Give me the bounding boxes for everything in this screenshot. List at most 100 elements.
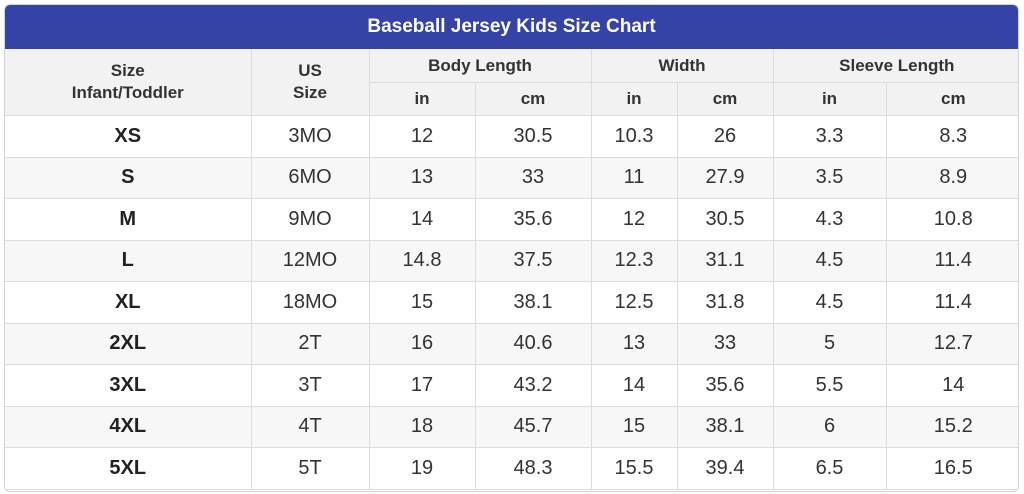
body-length-in-cell: 14.8 xyxy=(369,240,476,282)
width-in-cell: 12 xyxy=(591,198,678,241)
size-table: Size Infant/Toddler US Size Body Length … xyxy=(5,49,1018,490)
body-length-in-cell: 17 xyxy=(369,364,476,407)
width-in-cell: 14 xyxy=(591,364,678,407)
us-size-cell: 5T xyxy=(251,447,370,490)
table-row: L 12MO 14.8 37.5 12.3 31.1 4.5 11.4 xyxy=(5,240,1018,282)
width-in-cell: 10.3 xyxy=(591,115,678,158)
width-cm-cell: 31.8 xyxy=(677,281,774,324)
size-cell: L xyxy=(5,240,252,282)
us-size-cell: 2T xyxy=(251,323,370,365)
sleeve-length-in-cell: 3.5 xyxy=(773,157,887,199)
table-header: Size Infant/Toddler US Size Body Length … xyxy=(5,49,1018,116)
table-row: M 9MO 14 35.6 12 30.5 4.3 10.8 xyxy=(5,198,1018,241)
sleeve-length-in-cell: 4.5 xyxy=(773,240,887,282)
body-length-cm-cell: 35.6 xyxy=(475,198,592,241)
unit-header: in xyxy=(591,82,678,116)
sleeve-length-in-cell: 4.3 xyxy=(773,198,887,241)
table-row: XS 3MO 12 30.5 10.3 26 3.3 8.3 xyxy=(5,115,1018,158)
table-row: 4XL 4T 18 45.7 15 38.1 6 15.2 xyxy=(5,406,1018,448)
body-length-in-cell: 18 xyxy=(369,406,476,448)
width-in-cell: 15.5 xyxy=(591,447,678,490)
sleeve-length-in-cell: 6.5 xyxy=(773,447,887,490)
width-cm-cell: 35.6 xyxy=(677,364,774,407)
width-cm-cell: 38.1 xyxy=(677,406,774,448)
us-size-cell: 3T xyxy=(251,364,370,407)
size-cell: S xyxy=(5,157,252,199)
size-header-line1: Size xyxy=(110,61,145,80)
body-length-cm-cell: 37.5 xyxy=(475,240,592,282)
body-length-cm-cell: 45.7 xyxy=(475,406,592,448)
sleeve-length-header: Sleeve Length xyxy=(773,49,1018,83)
sleeve-length-cm-cell: 8.3 xyxy=(886,115,1018,158)
us-size-cell: 4T xyxy=(251,406,370,448)
chart-title: Baseball Jersey Kids Size Chart xyxy=(5,5,1018,49)
us-size-cell: 9MO xyxy=(251,198,370,241)
sleeve-length-in-cell: 5.5 xyxy=(773,364,887,407)
width-cm-cell: 30.5 xyxy=(677,198,774,241)
body-length-in-cell: 13 xyxy=(369,157,476,199)
unit-header: cm xyxy=(886,82,1018,116)
body-length-cm-cell: 48.3 xyxy=(475,447,592,490)
sleeve-length-cm-cell: 16.5 xyxy=(886,447,1018,490)
sleeve-length-cm-cell: 11.4 xyxy=(886,240,1018,282)
unit-header: cm xyxy=(475,82,592,116)
body-length-in-cell: 16 xyxy=(369,323,476,365)
sleeve-length-cm-cell: 15.2 xyxy=(886,406,1018,448)
size-header-line2: Infant/Toddler xyxy=(71,83,184,102)
size-cell: M xyxy=(5,198,252,241)
table-row: 5XL 5T 19 48.3 15.5 39.4 6.5 16.5 xyxy=(5,447,1018,490)
body-length-in-cell: 12 xyxy=(369,115,476,158)
width-in-cell: 15 xyxy=(591,406,678,448)
sleeve-length-cm-cell: 11.4 xyxy=(886,281,1018,324)
body-length-cm-cell: 38.1 xyxy=(475,281,592,324)
body-length-cm-cell: 43.2 xyxy=(475,364,592,407)
table-row: 2XL 2T 16 40.6 13 33 5 12.7 xyxy=(5,323,1018,365)
table-row: S 6MO 13 33 11 27.9 3.5 8.9 xyxy=(5,157,1018,199)
body-length-cm-cell: 30.5 xyxy=(475,115,592,158)
width-in-cell: 12.3 xyxy=(591,240,678,282)
us-size-cell: 3MO xyxy=(251,115,370,158)
width-in-cell: 13 xyxy=(591,323,678,365)
sleeve-length-cm-cell: 8.9 xyxy=(886,157,1018,199)
body-length-in-cell: 15 xyxy=(369,281,476,324)
size-cell: 2XL xyxy=(5,323,252,365)
body-length-cm-cell: 33 xyxy=(475,157,592,199)
sleeve-length-in-cell: 6 xyxy=(773,406,887,448)
unit-header: in xyxy=(773,82,887,116)
us-size-cell: 18MO xyxy=(251,281,370,324)
unit-header: cm xyxy=(677,82,774,116)
size-cell: XL xyxy=(5,281,252,324)
size-cell: XS xyxy=(5,115,252,158)
us-size-cell: 6MO xyxy=(251,157,370,199)
us-header-line2: Size xyxy=(292,83,328,102)
sleeve-length-cm-cell: 14 xyxy=(886,364,1018,407)
width-in-cell: 11 xyxy=(591,157,678,199)
table-row: XL 18MO 15 38.1 12.5 31.8 4.5 11.4 xyxy=(5,281,1018,324)
width-cm-cell: 39.4 xyxy=(677,447,774,490)
width-in-cell: 12.5 xyxy=(591,281,678,324)
sleeve-length-in-cell: 3.3 xyxy=(773,115,887,158)
width-cm-cell: 27.9 xyxy=(677,157,774,199)
size-chart: Baseball Jersey Kids Size Chart Size Inf… xyxy=(4,4,1019,492)
table-row: 3XL 3T 17 43.2 14 35.6 5.5 14 xyxy=(5,364,1018,407)
size-cell: 4XL xyxy=(5,406,252,448)
us-header-line1: US xyxy=(298,61,322,80)
sleeve-length-cm-cell: 10.8 xyxy=(886,198,1018,241)
us-size-cell: 12MO xyxy=(251,240,370,282)
body-length-cm-cell: 40.6 xyxy=(475,323,592,365)
width-cm-cell: 33 xyxy=(677,323,774,365)
sleeve-length-in-cell: 4.5 xyxy=(773,281,887,324)
table-body: XS 3MO 12 30.5 10.3 26 3.3 8.3 S 6MO 13 33 11 27.9 3.5… xyxy=(5,115,1018,490)
size-infant-toddler-header: Size Infant/Toddler xyxy=(5,49,252,116)
body-length-in-cell: 14 xyxy=(369,198,476,241)
width-header: Width xyxy=(591,49,774,83)
sleeve-length-cm-cell: 12.7 xyxy=(886,323,1018,365)
sleeve-length-in-cell: 5 xyxy=(773,323,887,365)
unit-header: in xyxy=(369,82,476,116)
width-cm-cell: 31.1 xyxy=(677,240,774,282)
body-length-header: Body Length xyxy=(369,49,592,83)
size-cell: 3XL xyxy=(5,364,252,407)
us-size-header: US Size xyxy=(251,49,370,116)
body-length-in-cell: 19 xyxy=(369,447,476,490)
size-cell: 5XL xyxy=(5,447,252,490)
